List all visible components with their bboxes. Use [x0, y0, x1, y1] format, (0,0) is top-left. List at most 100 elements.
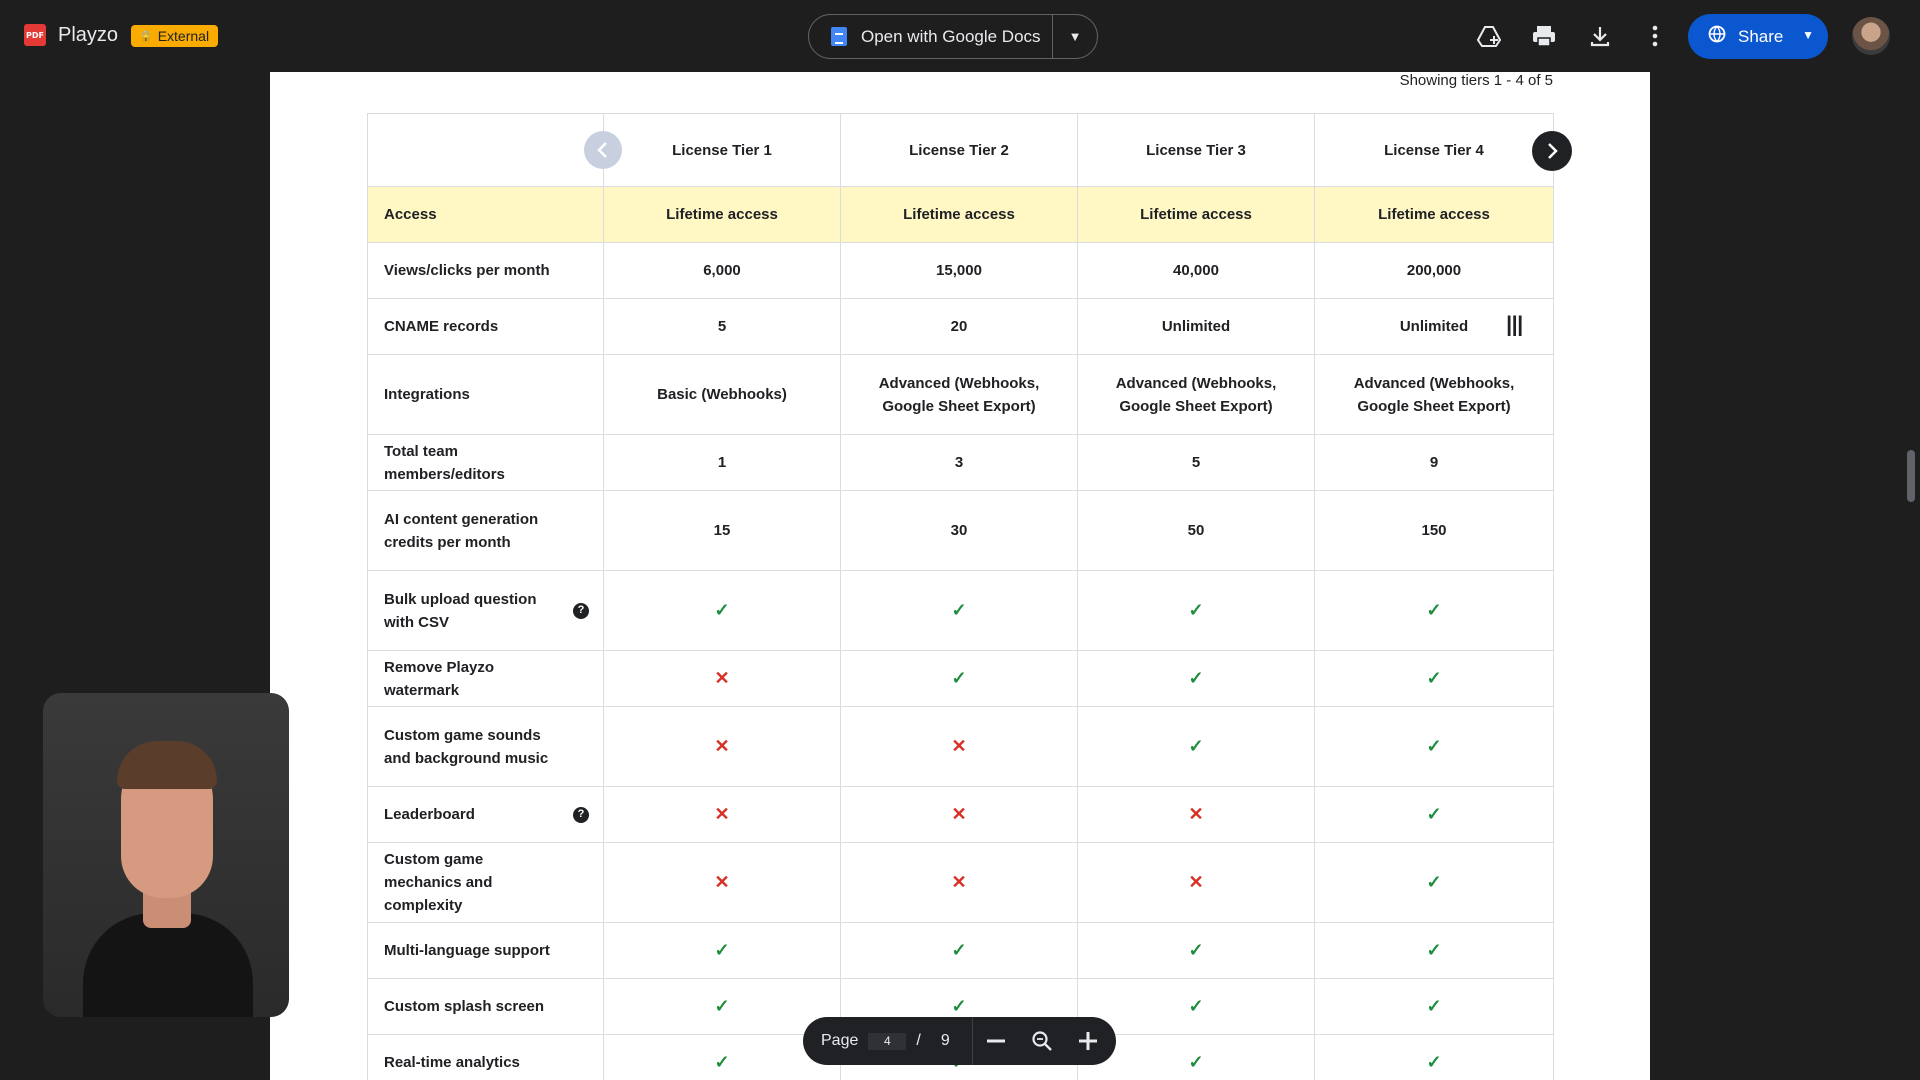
value-cell: 15,000 [840, 242, 1078, 299]
page-controls: Page / 9 [803, 1017, 1116, 1065]
row-label: Custom game mechanics and complexity [367, 842, 604, 923]
feature-cell: ✓ [840, 922, 1078, 979]
row-label: Multi-language support [367, 922, 604, 979]
row-label-text: Remove Playzo watermark [384, 658, 495, 699]
feature-cell: ✓ [1077, 922, 1315, 979]
cell-value: Lifetime access [903, 206, 1015, 223]
value-cell: Lifetime access [840, 186, 1078, 243]
value-cell: 3 [840, 434, 1078, 491]
cross-icon: ✕ [951, 871, 967, 892]
feature-cell: ✓ [840, 650, 1078, 707]
cell-value: 150 [1421, 522, 1447, 539]
cross-icon: ✕ [714, 735, 730, 756]
feature-cell: ✓ [1314, 786, 1554, 843]
download-icon[interactable] [1586, 22, 1614, 50]
check-icon: ✓ [1188, 599, 1204, 620]
cell-value: 3 [954, 454, 964, 471]
table-row: Leaderboard? ✕ ✕ ✕ ✓ [367, 786, 1554, 843]
page-total: 9 [940, 1032, 950, 1049]
row-label-text: Leaderboard [384, 806, 475, 823]
table-row: Total team members/editors 1 3 5 9 [367, 434, 1554, 491]
help-icon[interactable]: ? [573, 602, 589, 619]
check-icon: ✓ [951, 995, 967, 1016]
open-with-dropdown-button[interactable]: ▼ [1053, 15, 1097, 58]
page-number-input[interactable] [868, 1032, 907, 1050]
row-label-text: Multi-language support [384, 942, 550, 959]
feature-cell: ✓ [1077, 1034, 1315, 1080]
pricing-table: License Tier 1 License Tier 2 License Ti… [367, 113, 1554, 1080]
check-icon: ✓ [1426, 735, 1442, 756]
previous-tiers-button[interactable] [584, 131, 622, 169]
check-icon: ✓ [951, 939, 967, 960]
value-cell: Unlimited [1077, 298, 1315, 355]
feature-cell: ✓ [1314, 978, 1554, 1035]
feature-cell: ✓ [603, 978, 841, 1035]
cell-value: 6,000 [703, 262, 741, 279]
row-label: Bulk upload question with CSV? [367, 570, 604, 651]
feature-cell: ✕ [603, 650, 841, 707]
cell-value: 200,000 [1406, 262, 1462, 279]
print-icon[interactable] [1530, 22, 1558, 50]
row-label-text: Bulk upload question with CSV [384, 590, 537, 631]
cell-value: Basic (Webhooks) [657, 386, 787, 403]
row-label-text: Views/clicks per month [384, 262, 550, 279]
table-row: Views/clicks per month 6,000 15,000 40,000 2… [367, 242, 1554, 299]
scrollbar[interactable] [1907, 450, 1915, 502]
check-icon: ✓ [1188, 1051, 1204, 1072]
value-cell: 1 [603, 434, 841, 491]
check-icon: ✓ [1426, 995, 1442, 1016]
external-label: External [157, 28, 210, 44]
check-icon: ✓ [1426, 871, 1442, 892]
open-with-group: Open with Google Docs ▼ [808, 14, 1098, 59]
value-cell: Lifetime access [1077, 186, 1315, 243]
feature-cell: ✓ [1077, 570, 1315, 651]
pager-divider [971, 1017, 973, 1065]
cell-value: Advanced (Webhooks, Google Sheet Export) [1353, 374, 1515, 415]
check-icon: ✓ [714, 939, 730, 960]
table-row: Custom game mechanics and complexity ✕ ✕ ✕ ✓ [367, 842, 1554, 923]
row-label-text: Custom game sounds and background music [384, 726, 549, 767]
help-icon[interactable]: ? [573, 806, 589, 823]
share-button[interactable]: Share ▼ [1688, 14, 1828, 59]
cross-icon: ✕ [714, 667, 730, 688]
more-options-icon[interactable] [1641, 22, 1669, 50]
value-cell: Advanced (Webhooks, Google Sheet Export) [1077, 354, 1315, 435]
cell-value: 40,000 [1173, 262, 1219, 279]
value-cell: Advanced (Webhooks, Google Sheet Export) [840, 354, 1078, 435]
value-cell: 40,000 [1077, 242, 1315, 299]
value-cell: 200,000 [1314, 242, 1554, 299]
feature-cell: ✓ [1314, 570, 1554, 651]
webcam-overlay [43, 693, 289, 1017]
row-label-text: Integrations [384, 386, 470, 403]
table-row: Custom splash screen ✓ ✓ ✓ ✓ [367, 978, 1554, 1035]
feature-cell: ✓ [603, 922, 841, 979]
zoom-in-button[interactable] [1065, 1032, 1111, 1050]
header-empty-cell [367, 113, 604, 187]
add-to-drive-icon[interactable] [1475, 22, 1503, 50]
row-label: Remove Playzo watermark [367, 650, 604, 707]
document-title: Playzo [58, 24, 119, 46]
share-dropdown-chevron-icon[interactable]: ▼ [1802, 28, 1814, 42]
feature-cell: ✕ [1077, 842, 1315, 923]
zoom-icon[interactable] [1019, 1030, 1065, 1052]
feature-cell: ✓ [840, 570, 1078, 651]
open-with-label: Open with Google Docs [861, 26, 1041, 46]
row-label-text: CNAME records [384, 318, 499, 335]
table-row: Integrations Basic (Webhooks) Advanced (We… [367, 354, 1554, 435]
zoom-out-button[interactable] [973, 1039, 1019, 1043]
open-with-google-docs-button[interactable]: Open with Google Docs [809, 15, 1053, 58]
check-icon: ✓ [1188, 667, 1204, 688]
table-row: Bulk upload question with CSV? ✓ ✓ ✓ ✓ [367, 570, 1554, 651]
text-cursor-icon: Ⅲ [1505, 311, 1525, 342]
row-label: Integrations [367, 354, 604, 435]
cell-value: 20 [950, 318, 968, 335]
cell-value: 15 [713, 522, 731, 539]
avatar[interactable] [1852, 17, 1890, 55]
row-label-text: AI content generation credits per month [384, 510, 539, 551]
feature-cell: ✓ [603, 1034, 841, 1080]
feature-cell: ✓ [603, 570, 841, 651]
check-icon: ✓ [1426, 1051, 1442, 1072]
next-tiers-button[interactable] [1532, 131, 1572, 171]
feature-cell: ✓ [1314, 650, 1554, 707]
cell-value: 50 [1187, 522, 1205, 539]
